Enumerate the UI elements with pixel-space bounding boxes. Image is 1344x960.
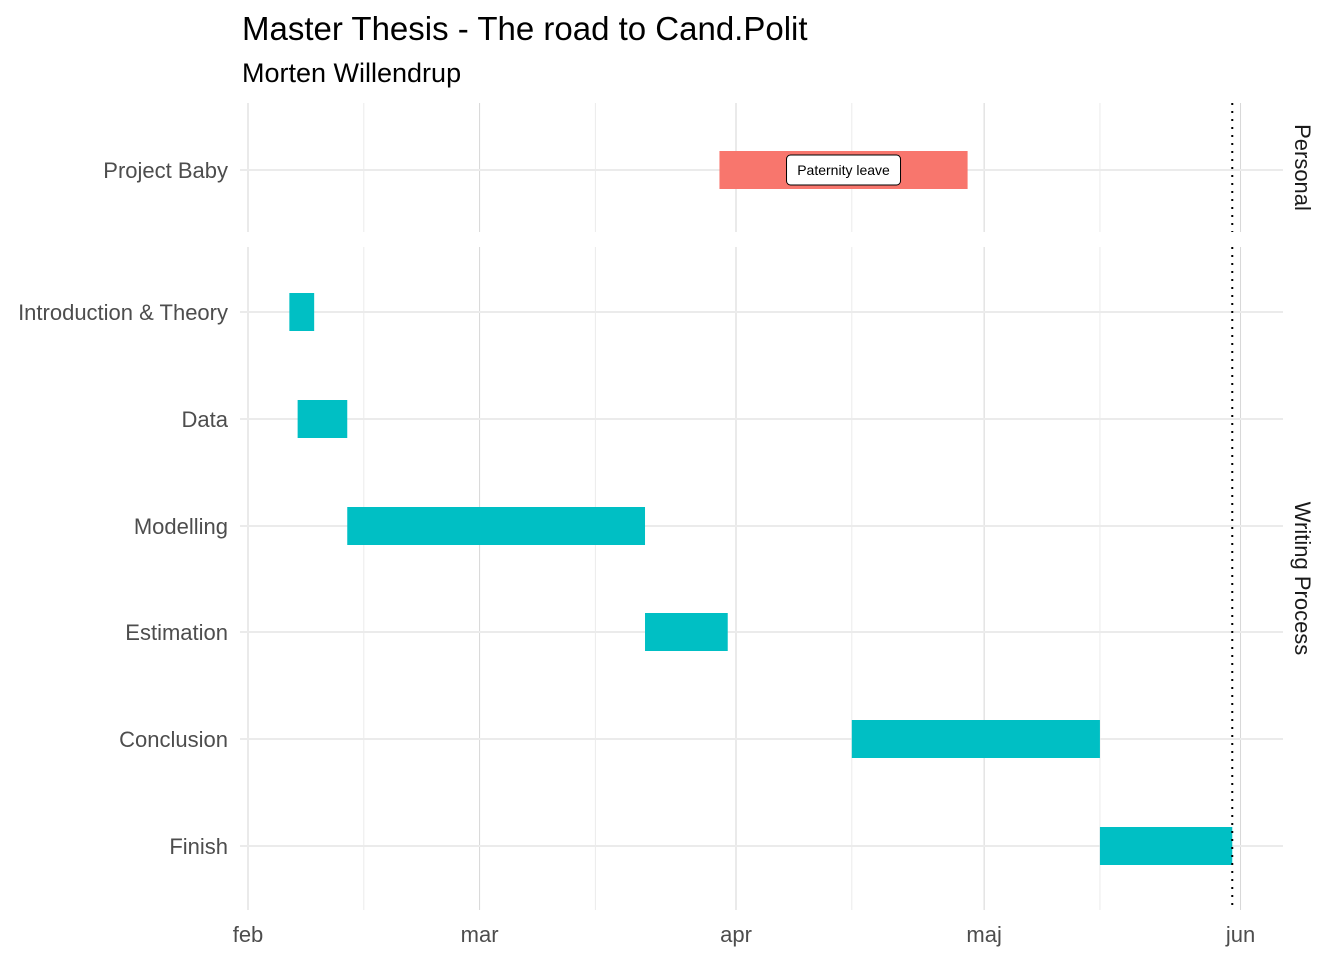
- chart-subtitle: Morten Willendrup: [242, 58, 462, 88]
- task-bar-modelling: [347, 507, 646, 545]
- x-tick-label-mar: mar: [461, 922, 499, 947]
- task-label-estimation: Estimation: [125, 620, 228, 645]
- task-label-project-baby: Project Baby: [103, 158, 228, 183]
- annotation-box: [786, 154, 902, 186]
- x-tick-label-maj: maj: [966, 922, 1001, 947]
- task-label-modelling: Modelling: [134, 514, 228, 539]
- facet-label-personal: Personal: [1290, 124, 1315, 211]
- x-tick-label-jun: jun: [1225, 922, 1255, 947]
- task-bar-data: [297, 400, 348, 438]
- task-bar-introduction-theory: [289, 293, 315, 331]
- task-bar-finish: [1099, 827, 1233, 865]
- task-label-finish: Finish: [169, 834, 228, 859]
- task-label-introduction-theory: Introduction & Theory: [18, 300, 228, 325]
- annotation-label: Paternity leave: [797, 162, 890, 178]
- chart-title: Master Thesis - The road to Cand.Polit: [242, 10, 808, 47]
- task-bar-conclusion: [851, 720, 1100, 758]
- facet-label-writing-process: Writing Process: [1290, 502, 1315, 656]
- x-tick-label-apr: apr: [720, 922, 752, 947]
- x-tick-label-feb: feb: [233, 922, 264, 947]
- task-bar-estimation: [645, 613, 728, 651]
- task-label-data: Data: [182, 407, 229, 432]
- task-label-conclusion: Conclusion: [119, 727, 228, 752]
